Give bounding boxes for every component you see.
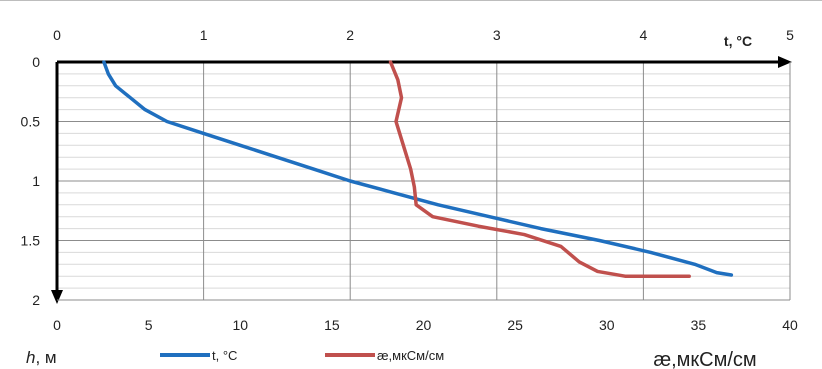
left-axis-title: h, м xyxy=(26,348,57,367)
top-tick-label: 5 xyxy=(786,27,794,43)
bottom-tick-label: 10 xyxy=(232,317,248,333)
tick-labels: 0 1 2 3 4 5 0 5 10 15 20 25 30 35 40 0 0.5 1 1.5 2 xyxy=(21,27,798,333)
legend-label-conductivity: æ,мкСм/см xyxy=(377,348,444,363)
grid xyxy=(57,62,791,301)
left-tick-label: 0.5 xyxy=(21,114,41,130)
bottom-axis-title: æ,мкСм/см xyxy=(653,349,756,369)
legend: t, °C æ,мкСм/см xyxy=(160,348,444,363)
axes xyxy=(51,56,792,304)
series-group xyxy=(102,60,734,278)
left-axis-arrow xyxy=(51,290,63,304)
top-tick-label: 3 xyxy=(493,27,501,43)
left-tick-label: 1.5 xyxy=(21,233,41,249)
bottom-tick-label: 30 xyxy=(599,317,615,333)
top-tick-label: 1 xyxy=(200,27,208,43)
top-tick-label: 0 xyxy=(53,27,61,43)
left-tick-label: 0 xyxy=(32,54,40,70)
series-line-temperature xyxy=(102,60,734,277)
top-tick-label: 2 xyxy=(346,27,354,43)
bottom-tick-label: 25 xyxy=(507,317,523,333)
left-axis-title-var: h xyxy=(26,348,35,367)
series-line-conductivity xyxy=(388,60,691,278)
bottom-tick-label: 0 xyxy=(53,317,61,333)
left-axis-title-unit: , м xyxy=(35,348,56,367)
bottom-tick-label: 20 xyxy=(416,317,432,333)
bottom-tick-label: 35 xyxy=(691,317,707,333)
left-tick-label: 2 xyxy=(32,292,40,308)
legend-label-temperature: t, °C xyxy=(212,348,237,363)
top-tick-label: 4 xyxy=(640,27,648,43)
top-axis-title: t, °C xyxy=(724,33,752,49)
bottom-tick-label: 15 xyxy=(324,317,340,333)
bottom-tick-label: 5 xyxy=(145,317,153,333)
left-tick-label: 1 xyxy=(32,173,40,189)
bottom-tick-label: 40 xyxy=(782,317,798,333)
top-axis-arrow xyxy=(778,56,792,68)
